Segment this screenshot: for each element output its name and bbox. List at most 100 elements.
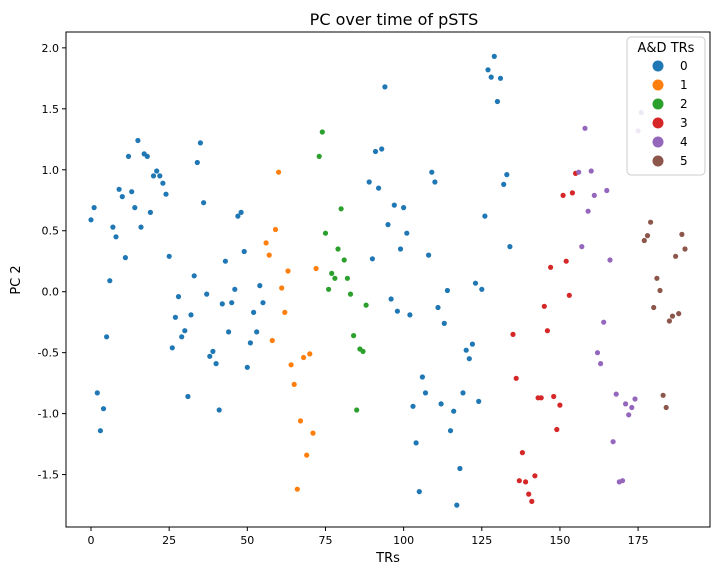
- data-point-series-3: [566, 292, 572, 298]
- data-point-series-0: [419, 374, 425, 380]
- data-point-series-3: [541, 303, 547, 309]
- x-tick-label: 25: [162, 534, 176, 547]
- data-point-series-5: [669, 313, 676, 319]
- data-point-series-0: [166, 253, 172, 259]
- x-tick-label: 50: [240, 534, 254, 547]
- data-point-series-0: [485, 67, 491, 73]
- data-point-series-0: [116, 186, 122, 192]
- data-point-series-5: [644, 233, 651, 239]
- data-point-series-3: [569, 190, 576, 196]
- data-point-series-0: [401, 205, 407, 211]
- data-point-series-0: [413, 440, 419, 446]
- data-point-series-0: [379, 146, 385, 152]
- data-point-series-4: [598, 361, 604, 367]
- data-point-series-4: [582, 125, 588, 131]
- legend-label-4: 4: [680, 135, 688, 149]
- data-point-series-4: [626, 412, 632, 418]
- data-point-series-0: [213, 361, 219, 367]
- data-point-series-0: [94, 390, 100, 396]
- data-point-series-4: [604, 187, 610, 194]
- data-point-series-0: [235, 213, 241, 219]
- data-point-series-0: [226, 329, 232, 335]
- data-point-series-0: [407, 312, 413, 318]
- data-point-series-0: [132, 205, 138, 211]
- data-point-series-0: [382, 84, 388, 90]
- legend-marker-3: [652, 117, 664, 129]
- data-point-series-4: [629, 404, 635, 411]
- data-point-series-0: [247, 340, 253, 346]
- data-point-series-0: [204, 291, 210, 297]
- data-point-series-0: [504, 172, 510, 178]
- data-point-series-2: [326, 286, 332, 292]
- data-point-series-0: [163, 191, 169, 197]
- data-point-series-1: [307, 351, 313, 357]
- data-point-series-1: [297, 418, 304, 424]
- data-point-series-4: [607, 257, 613, 263]
- data-point-series-0: [107, 278, 113, 284]
- x-tick-label: 150: [549, 534, 570, 547]
- data-point-series-4: [619, 478, 626, 484]
- x-axis-label: TRs: [375, 551, 400, 566]
- data-point-series-0: [122, 255, 128, 261]
- data-point-series-0: [451, 408, 457, 414]
- y-tick-label: 0.0: [42, 286, 60, 299]
- data-point-series-1: [263, 240, 269, 246]
- data-point-series-4: [591, 192, 597, 198]
- data-point-series-0: [191, 273, 197, 279]
- data-point-series-0: [91, 205, 97, 211]
- data-point-series-1: [285, 268, 291, 274]
- data-point-series-5: [666, 318, 673, 324]
- data-point-series-0: [144, 153, 150, 159]
- legend-label-0: 0: [680, 59, 688, 73]
- data-point-series-0: [457, 465, 463, 472]
- data-point-series-2: [344, 275, 350, 281]
- data-point-series-1: [310, 430, 316, 436]
- data-point-series-0: [491, 53, 497, 60]
- data-point-series-2: [354, 407, 360, 413]
- data-point-series-0: [138, 224, 144, 230]
- data-point-series-0: [422, 390, 429, 396]
- data-point-series-0: [494, 98, 500, 105]
- data-point-series-0: [257, 283, 263, 289]
- data-point-series-0: [260, 300, 266, 306]
- data-point-series-1: [288, 362, 294, 368]
- data-point-series-2: [341, 257, 347, 263]
- data-point-series-0: [463, 347, 469, 353]
- data-point-series-5: [654, 275, 660, 281]
- data-point-series-0: [172, 314, 178, 320]
- data-point-series-0: [479, 286, 485, 292]
- data-point-series-0: [157, 173, 163, 179]
- data-point-series-4: [594, 350, 601, 356]
- y-axis-label: PC 2: [9, 265, 24, 294]
- data-point-series-0: [388, 296, 394, 302]
- data-point-series-0: [241, 248, 247, 255]
- data-point-series-0: [194, 159, 200, 166]
- data-point-series-0: [501, 181, 507, 187]
- data-point-series-0: [125, 153, 132, 159]
- data-point-series-0: [447, 428, 454, 434]
- x-tick-label: 75: [318, 534, 332, 547]
- data-point-series-0: [147, 209, 153, 215]
- data-point-series-4: [576, 169, 582, 175]
- data-point-series-0: [113, 234, 119, 240]
- data-point-series-5: [641, 237, 647, 244]
- data-point-series-0: [410, 403, 416, 409]
- data-point-series-0: [135, 137, 141, 144]
- legend-label-3: 3: [680, 116, 688, 130]
- data-point-series-5: [679, 231, 685, 237]
- data-point-series-0: [222, 258, 228, 264]
- data-point-series-4: [632, 396, 638, 402]
- x-tick-label: 0: [88, 534, 95, 547]
- data-point-series-0: [476, 398, 482, 404]
- data-point-series-0: [460, 390, 466, 396]
- data-point-series-2: [363, 302, 369, 308]
- data-point-series-0: [404, 230, 410, 236]
- data-point-series-4: [579, 244, 585, 250]
- data-point-series-3: [544, 328, 551, 334]
- data-point-series-0: [472, 280, 479, 286]
- data-point-series-3: [551, 393, 557, 400]
- data-point-series-4: [610, 439, 616, 445]
- data-point-series-3: [554, 426, 560, 433]
- legend-label-1: 1: [680, 78, 688, 92]
- data-point-series-0: [251, 309, 257, 315]
